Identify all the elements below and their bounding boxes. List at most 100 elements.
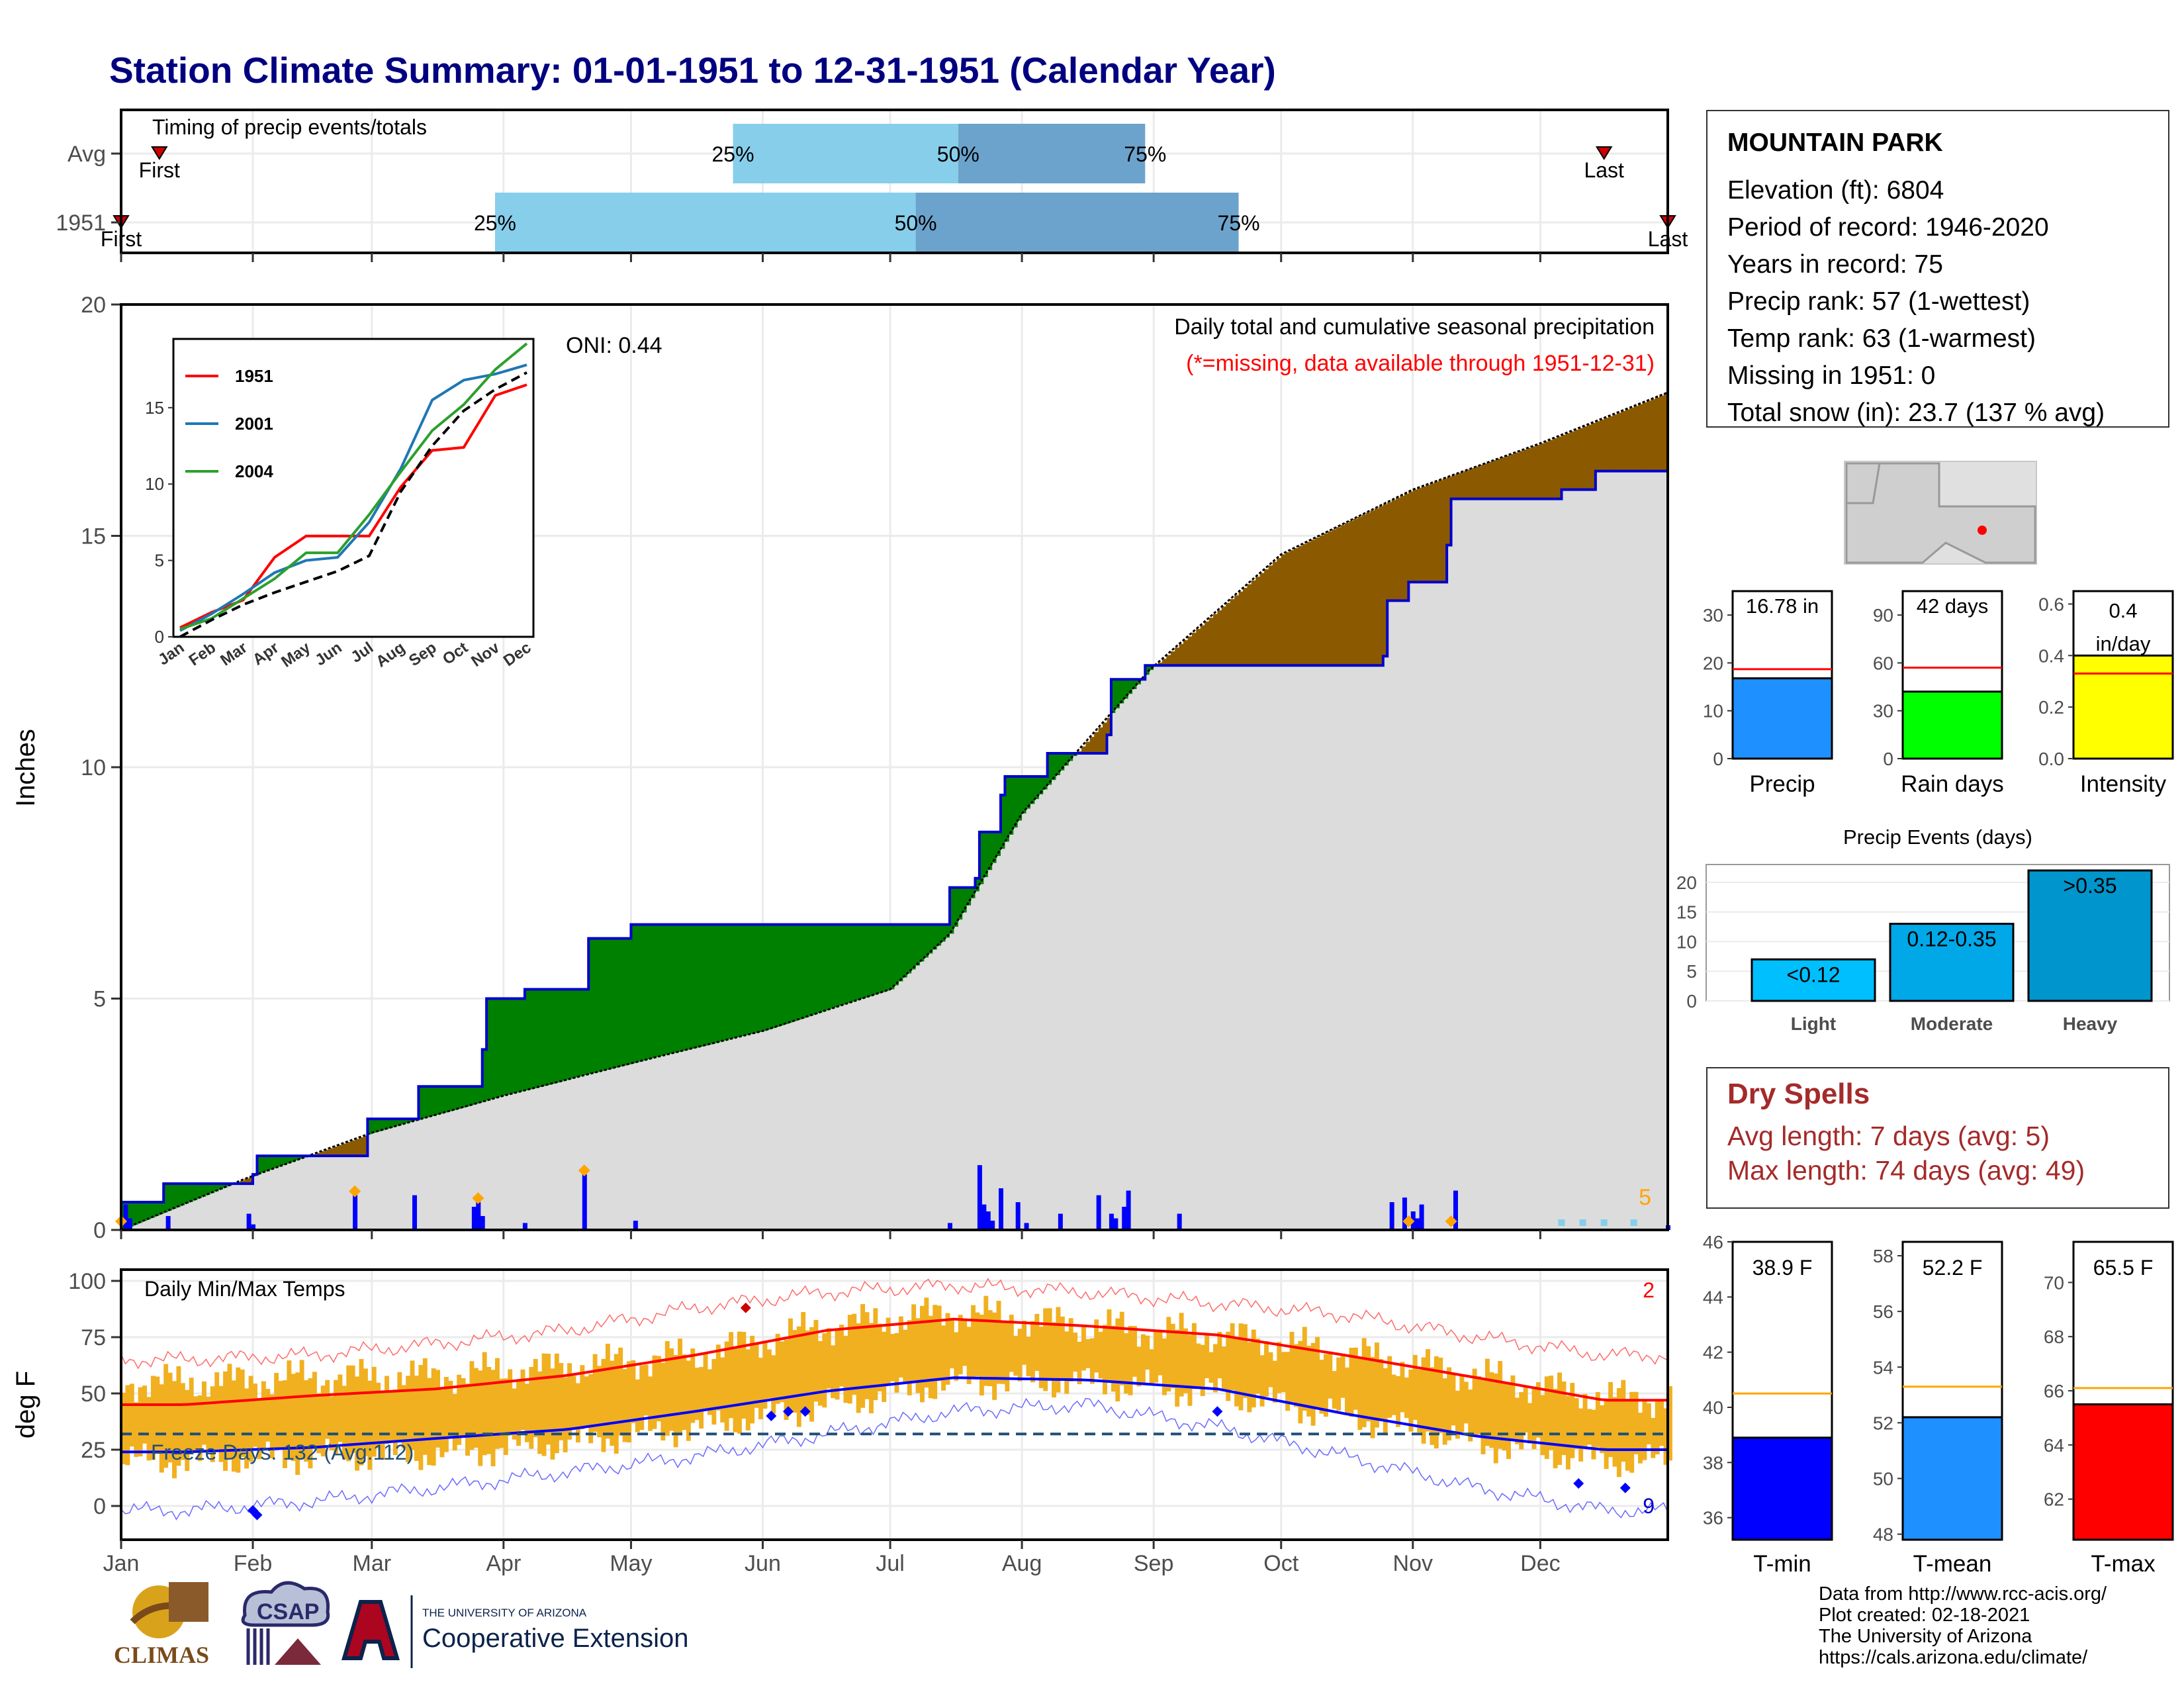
temp-bar-ytick-label: 42 — [1703, 1342, 1723, 1363]
daily-temp-bar — [392, 1389, 398, 1456]
below-average-fill — [1315, 538, 1320, 666]
daily-temp-bar — [954, 1332, 959, 1381]
daily-temp-bar — [601, 1358, 606, 1452]
precip-anomaly-fill — [150, 1202, 156, 1218]
precip-anomaly-fill — [788, 924, 794, 1023]
below-average-fill — [1544, 442, 1550, 499]
precip-anomaly-fill — [711, 924, 717, 1044]
station-info-box: MOUNTAIN PARK Elevation (ft): 6804 Perio… — [1706, 110, 2169, 428]
below-average-fill — [316, 1152, 322, 1156]
daily-temp-bar — [945, 1313, 950, 1385]
daily-temp-bar — [448, 1380, 453, 1437]
precip-anomaly-fill — [792, 924, 797, 1021]
precip-ylabel: Inches — [11, 729, 40, 807]
below-average-fill — [1502, 457, 1507, 499]
below-average-fill — [1633, 406, 1639, 471]
daily-temp-bar — [418, 1364, 424, 1470]
daily-temp-bar — [1205, 1334, 1210, 1379]
daily-temp-bar — [1315, 1336, 1320, 1408]
daily-temp-bar — [516, 1380, 522, 1446]
precip-anomaly-fill — [669, 924, 674, 1055]
precip-anomaly-fill — [784, 924, 789, 1024]
temp-bar-ytick-label: 64 — [2044, 1435, 2064, 1456]
daily-temp-bar — [482, 1352, 487, 1456]
daily-temp-bar — [928, 1315, 933, 1399]
daily-temp-bar — [1264, 1341, 1269, 1397]
daily-temp-bar — [227, 1364, 232, 1458]
temp-bar-ytick-label: 66 — [2044, 1381, 2064, 1401]
precip-anomaly-fill — [465, 1086, 471, 1107]
precip-anomaly-fill — [987, 831, 993, 870]
precip-anomaly-fill — [983, 831, 989, 878]
events-ytick-label: 15 — [1676, 902, 1697, 923]
daily-temp-bar — [150, 1376, 156, 1460]
daily-temp-bar — [329, 1396, 334, 1450]
precip-anomaly-fill — [720, 924, 725, 1042]
below-average-fill — [1383, 504, 1388, 657]
daily-temp-bar — [1642, 1401, 1647, 1460]
precip-anomaly-fill — [185, 1184, 190, 1204]
daily-temp-bar — [1213, 1344, 1218, 1393]
daily-temp-bar — [376, 1382, 381, 1448]
below-average-fill — [1600, 419, 1605, 471]
precip-anomaly-fill — [524, 989, 530, 1091]
events-bar-label: 0.12-0.35 — [1907, 927, 1996, 951]
daily-temp-bar — [868, 1323, 874, 1413]
summary-bar-label: Rain days — [1901, 771, 2004, 797]
daily-temp-bar — [1026, 1336, 1031, 1377]
daily-temp-bar — [664, 1340, 670, 1436]
summary-ytick-label: 0.2 — [2038, 697, 2064, 718]
extreme-temp-marker — [1573, 1478, 1584, 1489]
precip-anomaly-fill — [1060, 753, 1066, 771]
daily-temp-bar — [835, 1329, 840, 1400]
temp-bar-ytick-label: 70 — [2044, 1272, 2064, 1293]
precip-anomaly-fill — [843, 924, 848, 1005]
daily-precip-bar — [999, 1188, 1004, 1230]
precip-anomaly-fill — [656, 924, 662, 1057]
csap-mountain-icon — [275, 1638, 321, 1665]
below-average-fill — [329, 1148, 334, 1156]
precip-anomaly-fill — [529, 989, 534, 1090]
precip-anomaly-fill — [1064, 753, 1069, 766]
precip-anomaly-fill — [971, 887, 976, 899]
daily-temp-bar — [1022, 1321, 1027, 1365]
daily-temp-bar — [1103, 1325, 1108, 1395]
logo-strip: CLIMAS CSAP THE UNIVERSITY OF ARIZONA Co… — [114, 1581, 688, 1668]
precip-anomaly-fill — [380, 1119, 385, 1131]
daily-temp-bar — [1077, 1341, 1082, 1385]
extreme-temp-marker — [1619, 1482, 1631, 1493]
below-average-fill — [1531, 446, 1537, 499]
temperature-panel: Daily Min/Max Temps Freeze Days: 132 (Avg… — [11, 1268, 1672, 1541]
precip-anomaly-fill — [673, 924, 678, 1053]
record-min-line — [120, 1397, 1668, 1521]
daily-temp-bar — [494, 1358, 500, 1449]
precip-anomaly-fill — [1013, 776, 1019, 828]
below-average-fill — [1480, 465, 1486, 499]
precip-anomaly-fill — [257, 1156, 262, 1175]
station-name: MOUNTAIN PARK — [1727, 128, 1943, 157]
daily-temp-bar — [274, 1372, 279, 1450]
daily-temp-bar — [1154, 1329, 1159, 1383]
daily-temp-bar — [1089, 1338, 1095, 1384]
daily-temp-bar — [214, 1372, 220, 1450]
csap-text: CSAP — [257, 1599, 319, 1624]
daily-temp-bar — [1578, 1408, 1584, 1462]
below-average-fill — [1272, 561, 1278, 666]
month-label: Jan — [103, 1551, 140, 1576]
daily-temp-bar — [439, 1389, 445, 1458]
daily-temp-bar — [894, 1333, 899, 1393]
precip-anomaly-fill — [554, 989, 560, 1083]
daily-precip-bar — [251, 1224, 256, 1230]
below-average-fill — [1264, 569, 1269, 666]
below-average-fill — [1498, 459, 1503, 499]
daily-temp-bar — [334, 1380, 338, 1454]
quartile-bar-upper — [915, 193, 1239, 252]
precip-anomaly-fill — [448, 1086, 453, 1111]
trace-marker — [1558, 1219, 1565, 1226]
daily-temp-bar — [1226, 1331, 1231, 1401]
daily-temp-bar — [839, 1325, 844, 1387]
daily-temp-bar — [1417, 1369, 1422, 1432]
precip-anomaly-fill — [146, 1202, 152, 1220]
daily-temp-bar — [949, 1317, 954, 1369]
daily-temp-bar — [541, 1353, 547, 1456]
